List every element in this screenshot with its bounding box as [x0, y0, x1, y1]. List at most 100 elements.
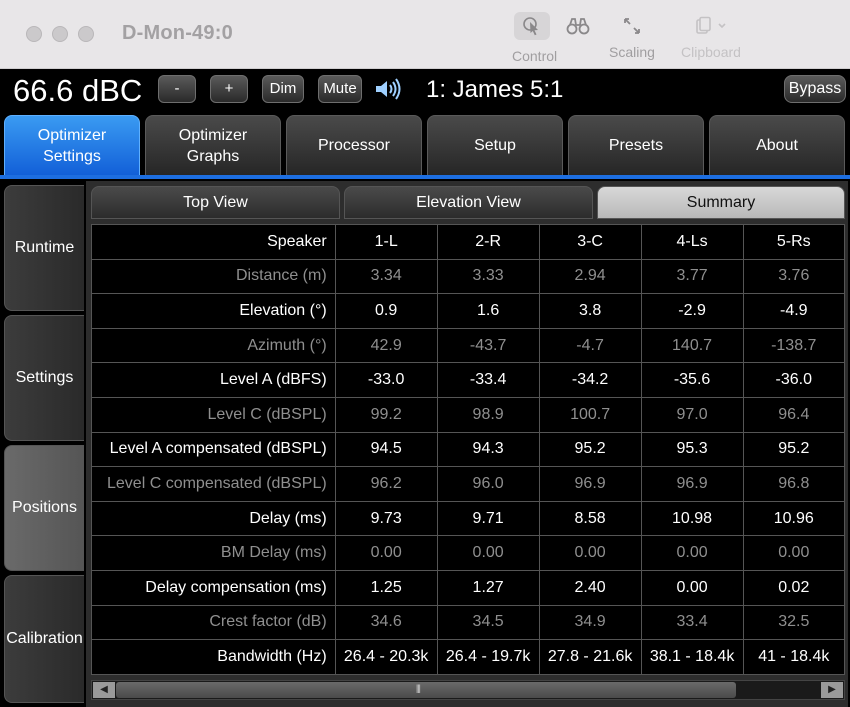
subtab-summary[interactable]: Summary: [597, 186, 845, 219]
horizontal-scrollbar[interactable]: ◀ ⦀ ▶: [91, 680, 845, 700]
table-cell: 100.7: [538, 396, 642, 433]
scroll-right-arrow-icon[interactable]: ▶: [821, 682, 843, 698]
current-preset-name: 1: James 5:1: [426, 76, 564, 103]
row-label: Azimuth (°): [91, 327, 336, 364]
zoom-window-button[interactable]: [78, 26, 94, 42]
table-row: Level A compensated (dBSPL) 94.5 94.3 95.2 9…: [91, 431, 846, 468]
sidetab-calibration[interactable]: Calibration: [4, 575, 84, 703]
table-cell: 0.9: [334, 293, 438, 329]
table-cell: 1.25: [334, 569, 438, 606]
main-tab-bar: Optimizer Settings Optimizer Graphs Proc…: [0, 111, 850, 181]
bypass-button[interactable]: Bypass: [784, 75, 846, 103]
table-cell: 3.77: [640, 258, 744, 295]
table-cell: 4-Ls: [640, 224, 744, 260]
tab-presets[interactable]: Presets: [568, 115, 704, 175]
table-cell: 34.5: [436, 604, 540, 641]
table-row: Delay (ms) 9.73 9.71 8.58 10.98 10.96: [91, 500, 846, 537]
table-cell: 34.9: [538, 604, 642, 641]
table-cell: 96.2: [334, 466, 438, 502]
table-row: BM Delay (ms) 0.00 0.00 0.00 0.00 0.00: [91, 535, 846, 571]
row-label: Distance (m): [91, 258, 336, 295]
minimize-window-button[interactable]: [52, 26, 68, 42]
tab-setup[interactable]: Setup: [427, 115, 563, 175]
table-cell: 3.34: [334, 258, 438, 295]
sidetab-positions[interactable]: Positions: [4, 445, 84, 571]
table-row: Distance (m) 3.34 3.33 2.94 3.77 3.76: [91, 258, 846, 295]
table-row: Delay compensation (ms) 1.25 1.27 2.40 0.00 0…: [91, 569, 846, 606]
scroll-left-arrow-icon[interactable]: ◀: [93, 682, 115, 698]
table-cell: -34.2: [538, 362, 642, 398]
table-row: Azimuth (°) 42.9 -43.7 -4.7 140.7 -138.7: [91, 327, 846, 364]
table-cell: 1.6: [436, 293, 540, 329]
table-cell: 95.2: [742, 431, 846, 468]
sidetab-settings[interactable]: Settings: [4, 315, 84, 441]
table-cell: 2.40: [538, 569, 642, 606]
table-cell: 95.2: [538, 431, 642, 468]
row-label: Level C (dBSPL): [91, 396, 336, 433]
table-cell: 27.8 - 21.6k: [538, 639, 642, 675]
tab-underline: [0, 175, 850, 179]
table-cell: 94.3: [436, 431, 540, 468]
row-label: Elevation (°): [91, 293, 336, 329]
toolbar-scaling-label: Scaling: [609, 44, 655, 60]
table-cell: -33.0: [334, 362, 438, 398]
table-cell: 97.0: [640, 396, 744, 433]
table-cell: -138.7: [742, 327, 846, 364]
table-cell: 38.1 - 18.4k: [640, 639, 744, 675]
tab-optimizer-settings[interactable]: Optimizer Settings: [4, 115, 140, 175]
tab-about[interactable]: About: [709, 115, 845, 175]
row-label: Bandwidth (Hz): [91, 639, 336, 675]
table-cell: 10.98: [640, 500, 744, 537]
row-label: BM Delay (ms): [91, 535, 336, 571]
row-label: Delay (ms): [91, 500, 336, 537]
scroll-thumb[interactable]: ⦀: [116, 682, 736, 698]
table-cell: 34.6: [334, 604, 438, 641]
subtab-top-view[interactable]: Top View: [91, 186, 340, 219]
table-row: Crest factor (dB) 34.6 34.5 34.9 33.4 32.5: [91, 604, 846, 641]
close-window-button[interactable]: [26, 26, 42, 42]
table-cell: 3.76: [742, 258, 846, 295]
dim-button[interactable]: Dim: [262, 75, 304, 103]
sidetab-runtime[interactable]: Runtime: [4, 185, 84, 311]
table-cell: 8.58: [538, 500, 642, 537]
table-cell: 41 - 18.4k: [742, 639, 846, 675]
binoculars-icon: [560, 12, 596, 40]
toolbar-scaling-button[interactable]: Scaling: [606, 12, 658, 60]
subtab-elevation-view[interactable]: Elevation View: [344, 186, 593, 219]
row-label: Level A compensated (dBSPL): [91, 431, 336, 468]
spl-level-readout: 66.6 dBC: [13, 73, 143, 108]
table-cell: -4.9: [742, 293, 846, 329]
table-cell: 3.33: [436, 258, 540, 295]
table-cell: 32.5: [742, 604, 846, 641]
table-cell: 9.71: [436, 500, 540, 537]
table-cell: 0.00: [538, 535, 642, 571]
tab-processor[interactable]: Processor: [286, 115, 422, 175]
binoculars-button[interactable]: [558, 12, 598, 40]
table-cell: 99.2: [334, 396, 438, 433]
mute-button[interactable]: Mute: [318, 75, 362, 103]
table-cell: -2.9: [640, 293, 744, 329]
volume-down-button[interactable]: -: [158, 75, 196, 103]
table-cell: -4.7: [538, 327, 642, 364]
toolbar-clipboard-label: Clipboard: [681, 44, 741, 60]
row-label: Delay compensation (ms): [91, 569, 336, 606]
table-cell: 1.27: [436, 569, 540, 606]
row-label: Speaker: [91, 224, 336, 260]
table-cell: 2-R: [436, 224, 540, 260]
table-cell: 3.8: [538, 293, 642, 329]
table-cell: -43.7: [436, 327, 540, 364]
tab-optimizer-graphs[interactable]: Optimizer Graphs: [145, 115, 281, 175]
toolbar-clipboard-button[interactable]: Clipboard: [676, 12, 746, 60]
table-cell: 26.4 - 20.3k: [334, 639, 438, 675]
table-cell: 140.7: [640, 327, 744, 364]
grip-icon: ⦀: [416, 684, 421, 696]
table-cell: 33.4: [640, 604, 744, 641]
toolbar-control-button[interactable]: [512, 12, 552, 40]
table-cell: 94.5: [334, 431, 438, 468]
title-bar: D-Mon-49:0 Control Scaling Clipboard: [0, 0, 850, 69]
table-cell: -35.6: [640, 362, 744, 398]
volume-up-button[interactable]: +: [210, 75, 248, 103]
speaker-volume-icon: [374, 77, 406, 101]
toolbar-control-label: Control: [512, 48, 558, 64]
